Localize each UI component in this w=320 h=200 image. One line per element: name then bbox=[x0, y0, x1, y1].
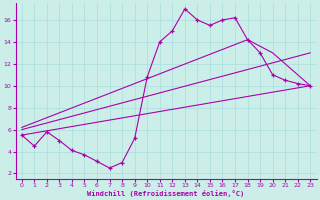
X-axis label: Windchill (Refroidissement éolien,°C): Windchill (Refroidissement éolien,°C) bbox=[87, 190, 245, 197]
